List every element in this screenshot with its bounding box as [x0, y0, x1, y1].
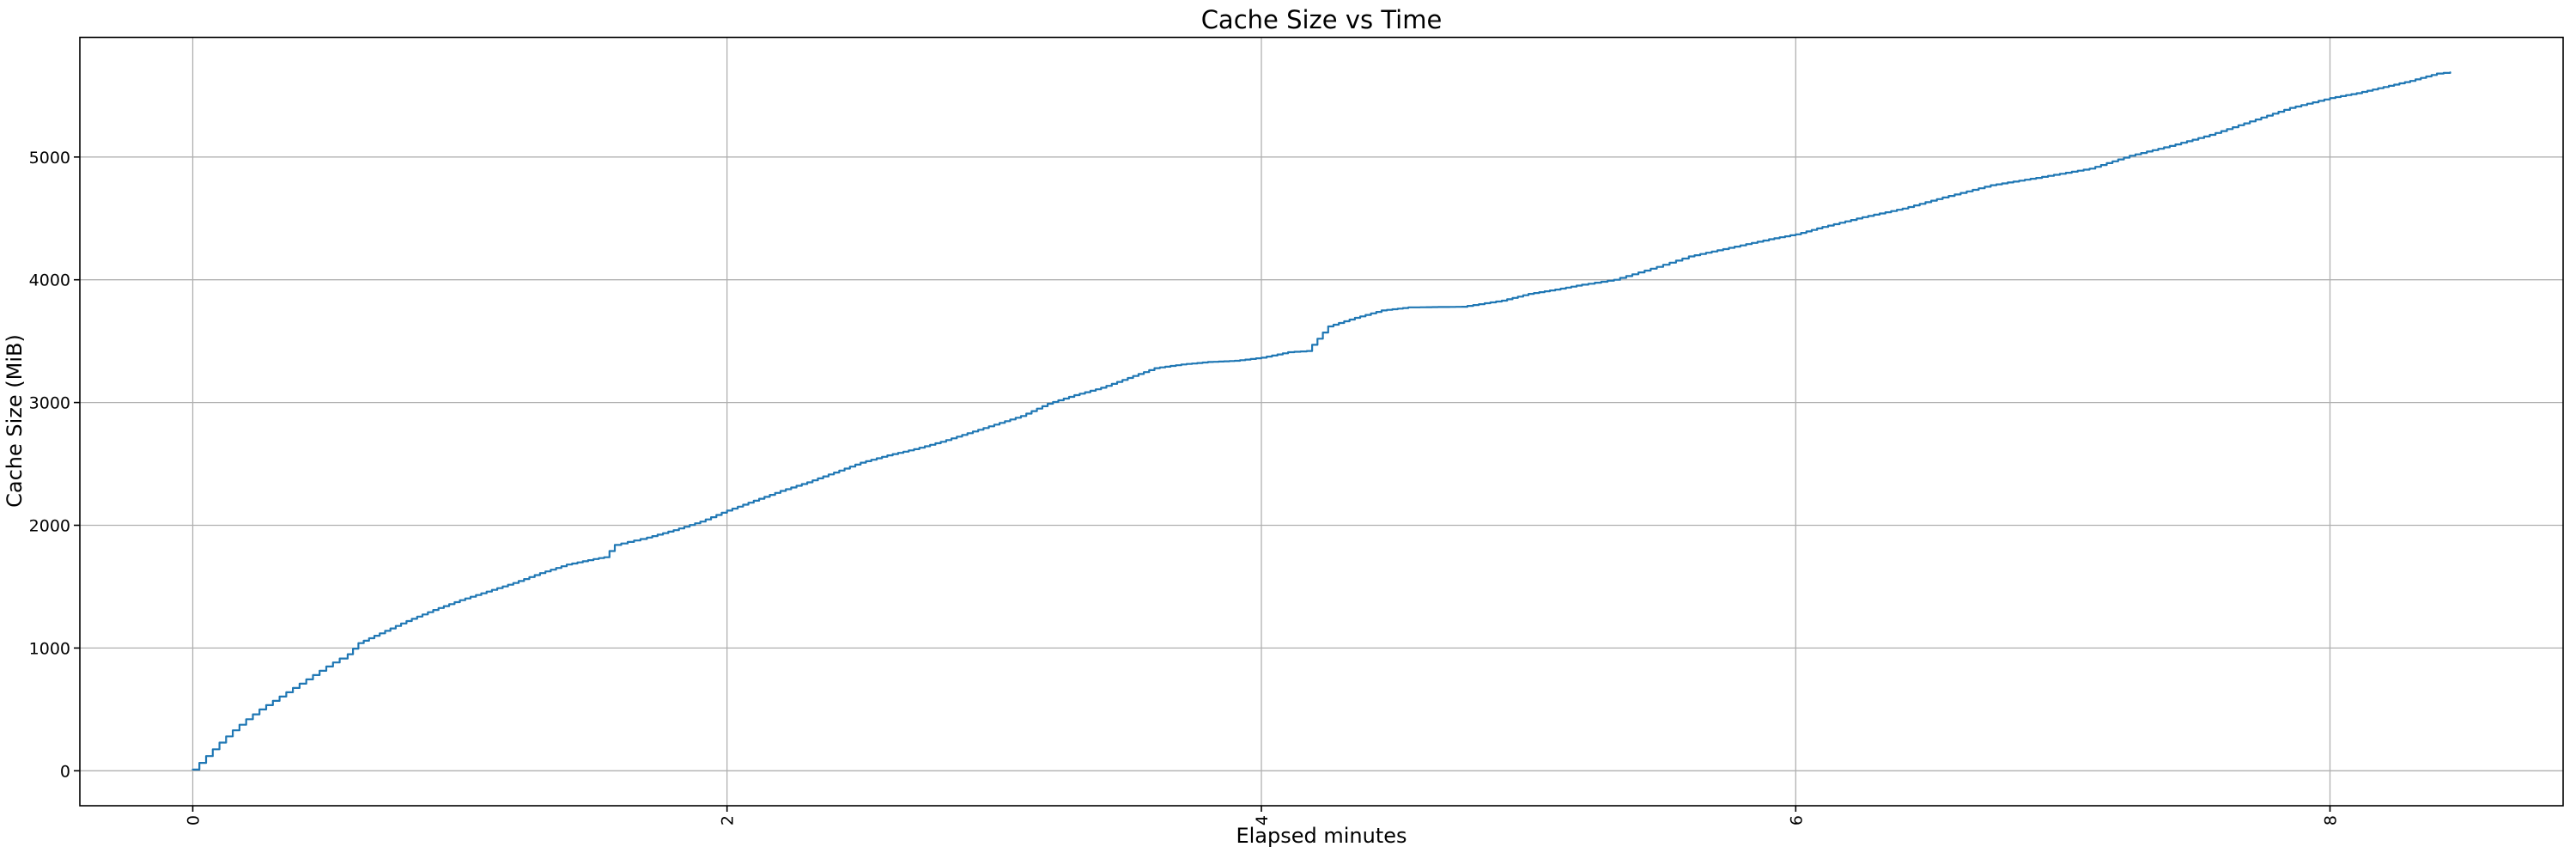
y-axis-label: Cache Size (MiB): [3, 334, 27, 508]
y-tick-label: 0: [60, 762, 70, 781]
chart-title: Cache Size vs Time: [1201, 5, 1443, 34]
plot-border: [79, 36, 2564, 807]
x-tick-label: 8: [2322, 815, 2341, 825]
x-tick-label: 4: [1253, 815, 1272, 825]
series-layer: [191, 71, 2451, 771]
y-tick-label: 2000: [29, 517, 70, 536]
x-tick-label: 0: [185, 815, 204, 825]
x-tick-label: 6: [1787, 815, 1806, 825]
series-line-cache-size: [191, 71, 2451, 771]
y-tick-label: 4000: [29, 271, 70, 290]
axis-layer: 0 2 4 6 8 0 1000 2000 3000 4000 5000: [29, 36, 2564, 825]
y-tick-label: 3000: [29, 394, 70, 413]
x-tick-label: 2: [719, 815, 738, 825]
x-axis-label: Elapsed minutes: [1236, 824, 1406, 848]
y-tick-label: 5000: [29, 149, 70, 168]
grid-layer: [80, 37, 2563, 806]
y-tick-label: 1000: [29, 639, 70, 658]
